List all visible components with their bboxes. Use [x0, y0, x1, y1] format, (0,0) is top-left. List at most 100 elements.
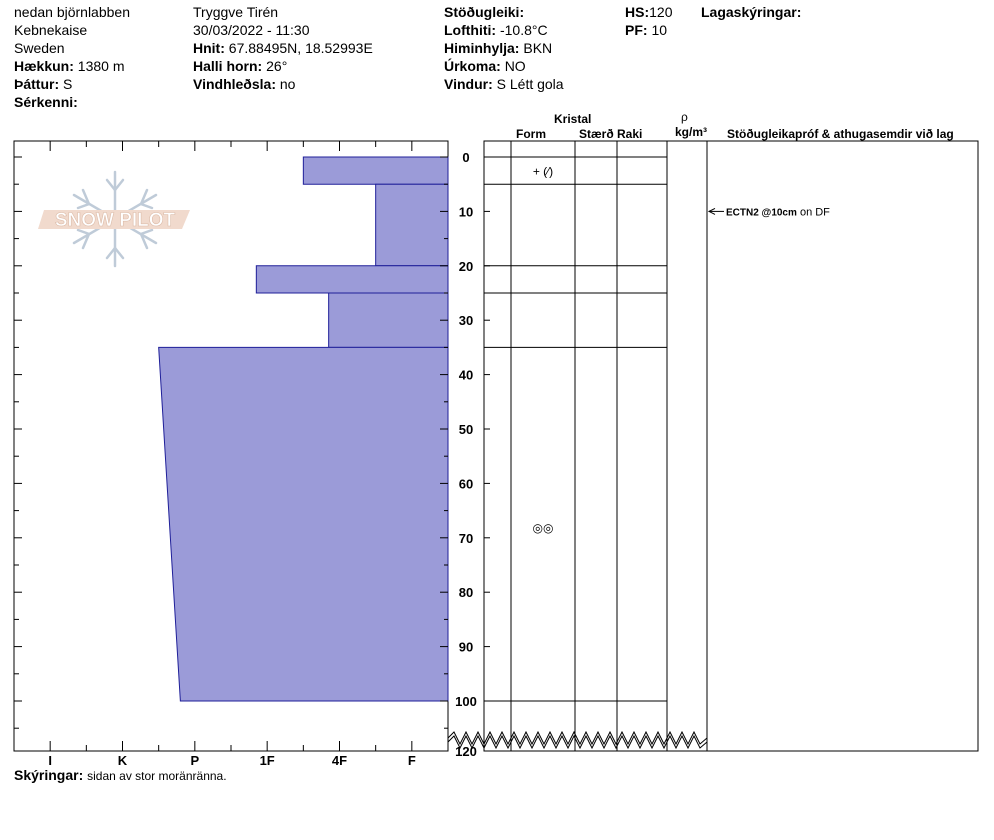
moisture-header: Raki: [617, 127, 643, 141]
hardness-label-K: K: [118, 753, 128, 768]
size-header: Stærð: [579, 127, 614, 141]
depth-label-0: 0: [462, 150, 469, 165]
depth-label-70: 70: [459, 531, 473, 546]
aspect-label: Þáttur:: [14, 76, 60, 92]
layer-desc-heading: Lagaskýringar:: [701, 3, 801, 21]
grain-form-0: + (⁄): [533, 165, 553, 179]
depth-label-60: 60: [459, 476, 473, 491]
hardness-layer-0: [302, 156, 449, 185]
area-name: Kebnekaise: [14, 22, 88, 38]
elevation-row: Hækkun: 1380 m: [14, 57, 130, 75]
wind-label: Vindur:: [444, 76, 493, 92]
air-temp-value: -10.8°C: [499, 22, 548, 38]
rho-header: ρ: [681, 110, 688, 124]
test-note: on DF: [797, 206, 830, 218]
depth-label-30: 30: [459, 313, 473, 328]
depth-label-90: 90: [459, 640, 473, 655]
hardness-layers: [158, 156, 449, 702]
depth-label-10: 10: [459, 204, 473, 219]
sky-label: Himinhylja:: [444, 40, 520, 56]
hardness-layer-4: [158, 346, 449, 702]
elevation-value: 1380 m: [77, 58, 125, 74]
wind-loading-value: no: [279, 76, 296, 92]
header-col-weather: Stöðugleiki: Lofthiti: -10.8°C Himinhylj…: [444, 3, 564, 93]
hardness-label-I: I: [48, 753, 52, 768]
air-temp-row: Lofthiti: -10.8°C: [444, 21, 564, 39]
precip-value: NO: [504, 58, 526, 74]
pf-row: PF: 10: [625, 21, 672, 39]
hs-label: HS:: [625, 4, 650, 20]
observer-name: Tryggve Tirén: [193, 4, 279, 20]
hardness-label-F: F: [408, 753, 416, 768]
tests-header: Stöðugleikapróf & athugasemdir við lag: [727, 127, 954, 141]
wind-value: S Létt gola: [496, 76, 564, 92]
location-name: nedan björnlabben: [14, 4, 130, 20]
hardness-layer-2: [255, 265, 449, 294]
aspect-value: S: [63, 76, 73, 92]
hardness-layer-3: [328, 292, 449, 348]
hs-row: HS:120: [625, 3, 672, 21]
wind-row: Vindur: S Létt gola: [444, 75, 564, 93]
elevation-label: Hækkun:: [14, 58, 74, 74]
pf-label: PF:: [625, 22, 648, 38]
hardness-label-4F: 4F: [332, 753, 347, 768]
hardness-label-P: P: [190, 753, 199, 768]
logo-text: SNOW PILOT: [55, 210, 176, 231]
grain-form-1: ◎◎: [533, 521, 554, 535]
footer: Skýringar: sidan av stor moränränna.: [14, 766, 227, 785]
footer-label: Skýringar:: [14, 767, 84, 783]
stability-test-annotations: ECTN2 @10cm on DF: [707, 206, 830, 218]
layer-boundary-lines: [484, 156, 667, 702]
wind-loading-label: Vindhleðsla:: [193, 76, 276, 92]
aspect-row: Þáttur: S: [14, 75, 130, 93]
grain-form-symbols: + (⁄) ◎◎: [533, 165, 554, 535]
top-hardness-ticks: [13, 141, 449, 151]
header-col-depth: HS:120 PF: 10: [625, 3, 672, 39]
coords-row: Hnit: 67.88495N, 18.52993E: [193, 39, 373, 57]
hardness-layer-1: [375, 183, 449, 267]
layer-table-frame: [483, 140, 979, 752]
hardness-axis-labels: I K P 1F 4F F: [48, 753, 416, 768]
header-col-observer: Tryggve Tirén 30/03/2022 - 11:30 Hnit: 6…: [193, 3, 373, 93]
depth-label-50: 50: [459, 422, 473, 437]
depth-break-zigzag: [447, 730, 708, 746]
snowpilot-logo: SNOW PILOT: [38, 170, 190, 268]
form-header: Form: [516, 127, 546, 141]
features-row: Sérkenni:: [14, 93, 130, 111]
test-code: ECTN2 @10cm: [726, 207, 797, 218]
air-temp-label: Lofthiti:: [444, 22, 497, 38]
stability-test-0: ECTN2 @10cm on DF: [726, 206, 830, 218]
crystal-header: Kristal: [554, 112, 592, 126]
depth-label-40: 40: [459, 368, 473, 383]
pf-value: 10: [651, 22, 668, 38]
layer-desc-label: Lagaskýringar:: [701, 4, 802, 20]
coords-value: 67.88495N, 18.52993E: [228, 40, 373, 56]
precip-row: Úrkoma: NO: [444, 57, 564, 75]
bottom-hardness-ticks: [13, 741, 449, 751]
stability-row: Stöðugleiki:: [444, 3, 564, 21]
precip-label: Úrkoma:: [444, 58, 501, 74]
wind-loading-row: Vindhleðsla: no: [193, 75, 373, 93]
slope-label: Halli horn:: [193, 58, 263, 74]
depth-label-20: 20: [459, 259, 473, 274]
density-unit-header: kg/m³: [675, 125, 708, 139]
coords-label: Hnit:: [193, 40, 225, 56]
left-depth-ticks: [14, 156, 22, 729]
depth-label-120: 120: [455, 744, 477, 759]
country-name: Sweden: [14, 40, 65, 56]
depth-break-zigzag-2: [447, 734, 708, 750]
hardness-label-1F: 1F: [260, 753, 275, 768]
sky-value: BKN: [523, 40, 553, 56]
slope-value: 26°: [266, 58, 288, 74]
hs-value: 120: [649, 4, 673, 20]
footer-text: sidan av stor moränränna.: [87, 769, 227, 783]
stability-label: Stöðugleiki:: [444, 4, 525, 20]
observation-datetime: 30/03/2022 - 11:30: [193, 22, 310, 38]
features-label: Sérkenni:: [14, 94, 78, 110]
sky-row: Himinhylja: BKN: [444, 39, 564, 57]
depth-label-100: 100: [455, 694, 477, 709]
depth-label-80: 80: [459, 585, 473, 600]
header-col-location: nedan björnlabben Kebnekaise Sweden Hækk…: [14, 3, 130, 111]
test-pointer-arrow: [707, 207, 716, 215]
